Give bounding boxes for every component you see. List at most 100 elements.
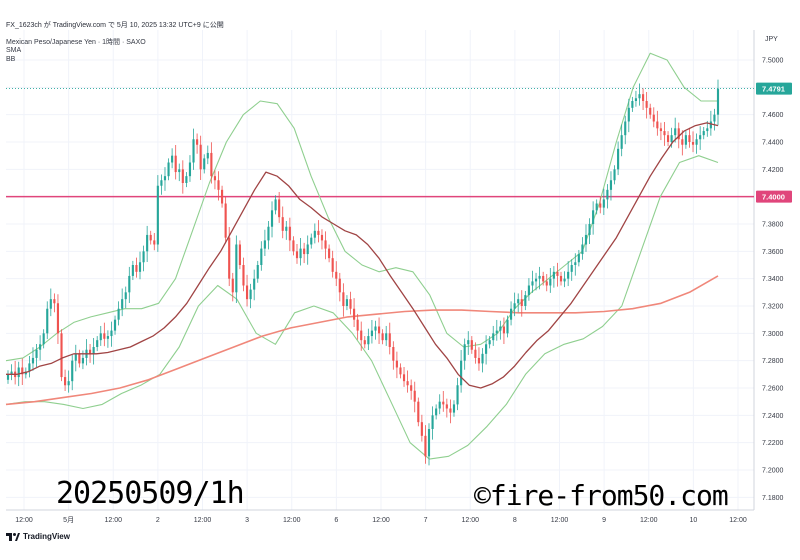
y-tick-label: 7.2800 bbox=[762, 358, 784, 365]
candle-body bbox=[709, 121, 712, 129]
x-tick-label: 6 bbox=[334, 517, 338, 524]
candle-body bbox=[559, 275, 563, 282]
indicator-bb-label[interactable]: BB bbox=[6, 56, 16, 63]
candle-body bbox=[31, 357, 35, 364]
candle-body bbox=[381, 333, 384, 341]
candle-body bbox=[74, 353, 77, 361]
candle-body bbox=[28, 363, 31, 372]
candle-body bbox=[274, 199, 277, 211]
candle-body bbox=[499, 326, 502, 331]
candle-body bbox=[399, 367, 402, 375]
x-tick-label: 12:00 bbox=[194, 517, 212, 524]
candle-body bbox=[160, 180, 163, 186]
candle-body bbox=[638, 94, 641, 99]
x-tick-label: 12:00 bbox=[372, 517, 390, 524]
candle-body bbox=[92, 347, 95, 354]
candle-body bbox=[627, 107, 630, 122]
candle-body bbox=[470, 340, 473, 350]
x-tick-label: 12:00 bbox=[640, 517, 658, 524]
candle-body bbox=[245, 285, 249, 300]
candle-body bbox=[142, 251, 145, 263]
tradingview-brand[interactable]: TradingView bbox=[6, 532, 70, 541]
horizontal-level-tag-bg bbox=[756, 190, 792, 203]
x-tick-label: 2 bbox=[156, 517, 160, 524]
candle-body bbox=[21, 367, 24, 375]
indicator-sma-label[interactable]: SMA bbox=[6, 47, 22, 54]
candle-body bbox=[552, 271, 555, 279]
candle-body bbox=[113, 319, 117, 331]
candle-body bbox=[56, 303, 60, 334]
candle-body bbox=[620, 135, 623, 149]
candle-body bbox=[656, 121, 659, 129]
candle-body bbox=[303, 248, 306, 255]
candle-body bbox=[385, 333, 388, 341]
date-timeframe-label: 20250509/1h bbox=[56, 476, 245, 511]
candle-body bbox=[217, 180, 220, 190]
x-tick-label: 10 bbox=[689, 517, 697, 524]
candle-body bbox=[442, 401, 445, 405]
candle-body bbox=[542, 275, 545, 282]
candle-body bbox=[691, 142, 695, 145]
candle-body bbox=[706, 128, 709, 132]
candle-body bbox=[570, 265, 573, 272]
candle-body bbox=[649, 107, 652, 115]
candle-body bbox=[477, 357, 481, 364]
last-price-tag-bg bbox=[756, 82, 792, 95]
candle-body bbox=[260, 248, 263, 265]
candle-body bbox=[517, 299, 520, 304]
candle-body bbox=[538, 275, 541, 279]
candle-body bbox=[588, 224, 591, 235]
x-tick-label: 12:00 bbox=[729, 517, 747, 524]
candle-body bbox=[138, 262, 142, 272]
candle-body bbox=[221, 189, 224, 204]
x-tick-label: 12:00 bbox=[15, 517, 33, 524]
candle-body bbox=[463, 344, 466, 361]
candle-body bbox=[631, 101, 634, 108]
candle-body bbox=[527, 285, 530, 296]
candle-body bbox=[624, 121, 627, 136]
candle-body bbox=[392, 347, 395, 361]
candle-body bbox=[652, 114, 655, 122]
y-tick-label: 7.2600 bbox=[762, 386, 784, 393]
candle-body bbox=[228, 237, 231, 279]
candle-body bbox=[188, 162, 192, 177]
candle-body bbox=[96, 340, 99, 347]
candle-body bbox=[684, 135, 687, 145]
candle-body bbox=[531, 281, 534, 286]
candle-body bbox=[599, 203, 602, 208]
candle-body bbox=[199, 144, 202, 170]
candle-body bbox=[78, 353, 81, 364]
y-tick-label: 7.2000 bbox=[762, 468, 784, 475]
candle-body bbox=[520, 299, 523, 306]
candle-body bbox=[267, 226, 270, 241]
candle-body bbox=[153, 240, 156, 245]
candle-body bbox=[460, 360, 463, 386]
x-tick-label: 12:00 bbox=[104, 517, 122, 524]
candle-body bbox=[509, 308, 513, 320]
candle-body bbox=[645, 101, 648, 108]
symbol-title[interactable]: Mexican Peso/Japanese Yen · 1時間 · SAXO bbox=[6, 39, 146, 46]
candle-body bbox=[488, 340, 491, 345]
candle-body bbox=[17, 367, 20, 378]
candle-body bbox=[124, 292, 127, 300]
x-tick-label: 12:00 bbox=[283, 517, 301, 524]
candle-body bbox=[506, 319, 509, 334]
candle-body bbox=[35, 349, 38, 358]
candle-body bbox=[306, 244, 309, 255]
author-line: FX_1623ch が TradingView.com で 5月 10, 202… bbox=[6, 22, 224, 29]
candle-body bbox=[263, 240, 266, 249]
candle-body bbox=[331, 258, 334, 272]
candle-body bbox=[659, 128, 662, 132]
candle-body bbox=[24, 371, 27, 375]
candle-body bbox=[278, 199, 281, 218]
y-tick-label: 7.4200 bbox=[762, 167, 784, 174]
candle-body bbox=[417, 401, 420, 423]
candle-body bbox=[363, 340, 366, 345]
candle-body bbox=[688, 135, 691, 142]
candle-body bbox=[556, 271, 559, 276]
candle-body bbox=[110, 330, 113, 337]
candle-body bbox=[174, 155, 177, 173]
tradingview-logo-icon bbox=[6, 532, 20, 541]
